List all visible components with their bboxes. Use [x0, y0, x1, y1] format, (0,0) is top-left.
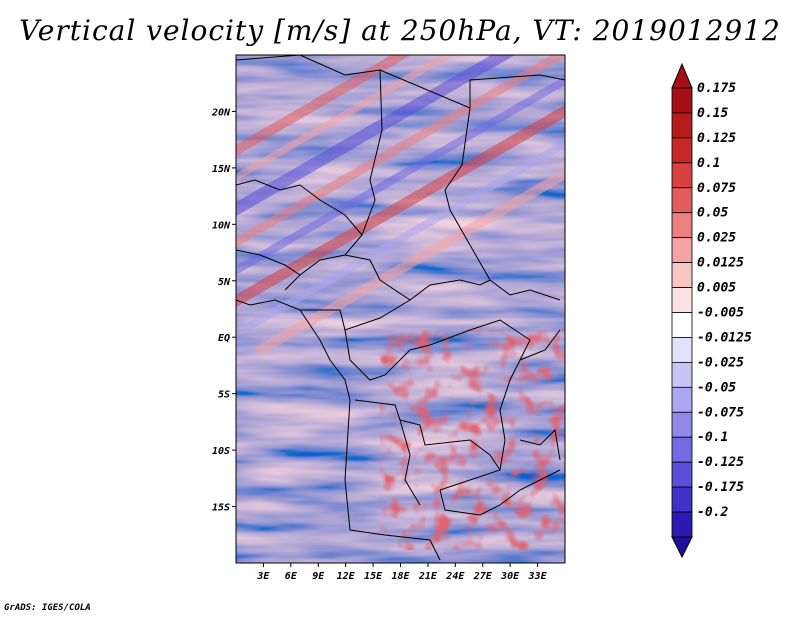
colorbar-level-label: 0.125 [697, 131, 736, 146]
colorbar-swatch [671, 87, 693, 114]
colorbar-level-label: -0.025 [697, 355, 744, 370]
lon-tick-label: 21E [418, 571, 438, 582]
lon-tick-label: 15E [364, 571, 383, 582]
lon-tick-label: 30E [500, 571, 520, 582]
colorbar-swatch [671, 287, 693, 313]
lon-tick-label: 18E [391, 571, 410, 582]
lat-tick-label: 20N [211, 107, 231, 118]
lat-tick-label: 15S [212, 503, 230, 514]
colorbar-swatch [671, 411, 693, 438]
colorbar-level-label: 0.0125 [697, 256, 744, 271]
colorbar-level-label: -0.0125 [697, 330, 752, 345]
colorbar-swatch [671, 436, 693, 463]
colorbar-swatch [671, 112, 693, 139]
colorbar-level-label: 0.1 [697, 156, 720, 171]
colorbar-level-label: 0.025 [697, 231, 736, 246]
lat-tick-label: 5S [218, 390, 230, 401]
colorbar-swatch [671, 262, 693, 288]
map-field [236, 55, 565, 563]
country-borders [236, 55, 565, 561]
lon-tick-label: 6E [285, 571, 298, 582]
grads-credit: GrADS: IGES/COLA [4, 603, 91, 613]
colorbar-swatch [671, 312, 693, 338]
colorbar-level-label: -0.05 [697, 380, 736, 395]
colorbar-level-label: -0.175 [697, 480, 744, 495]
lon-tick-label: 9E [312, 571, 325, 582]
colorbar-level-label: -0.2 [697, 505, 728, 520]
colorbar: 0.175 0.15 0.125 0.1 0.075 0.05 0.025 0.0125 0.0… [671, 62, 752, 559]
lat-tick-label: 10N [212, 220, 231, 231]
colorbar-swatch [671, 486, 693, 513]
chart-title: Vertical velocity [m/s] at 250hPa, VT: 2… [19, 14, 781, 47]
colorbar-swatch [671, 187, 693, 214]
colorbar-level-label: 0.175 [697, 81, 736, 96]
colorbar-swatch [671, 237, 693, 264]
lon-tick-label: 12E [337, 571, 356, 582]
latitude-axis: 20N 15N 10N 5N EQ 5S 10S 15S [211, 107, 236, 514]
colorbar-swatch [671, 337, 693, 363]
colorbar-level-label: -0.005 [697, 306, 744, 321]
lon-tick-label: 3E [256, 571, 270, 582]
colorbar-level-label: -0.075 [697, 405, 744, 420]
colorbar-swatch [671, 212, 693, 239]
colorbar-level-label: 0.075 [697, 181, 736, 196]
colorbar-swatch [671, 361, 693, 388]
colorbar-top-arrow [671, 62, 693, 89]
lat-tick-label: EQ [218, 333, 230, 344]
lat-tick-label: 10S [212, 446, 230, 457]
colorbar-swatch [671, 511, 693, 538]
colorbar-bottom-arrow [671, 536, 693, 559]
colorbar-swatch [671, 137, 693, 164]
colorbar-level-label: 0.05 [697, 206, 728, 221]
colorbar-swatch [671, 461, 693, 488]
colorbar-level-label: 0.005 [697, 281, 736, 296]
lon-tick-label: 33E [528, 571, 548, 582]
lat-tick-label: 15N [212, 164, 231, 175]
lon-tick-label: 24E [445, 571, 465, 582]
colorbar-level-label: -0.125 [697, 455, 744, 470]
longitude-axis: 3E 6E 9E 12E 15E 18E 21E 24E 27E 30E 33E [256, 563, 548, 582]
colorbar-level-label: -0.1 [697, 430, 728, 445]
colorbar-swatch [671, 386, 693, 413]
lon-tick-label: 27E [473, 571, 493, 582]
lat-tick-label: 5N [218, 277, 231, 288]
colorbar-level-label: 0.15 [697, 106, 728, 121]
colorbar-swatch [671, 162, 693, 189]
